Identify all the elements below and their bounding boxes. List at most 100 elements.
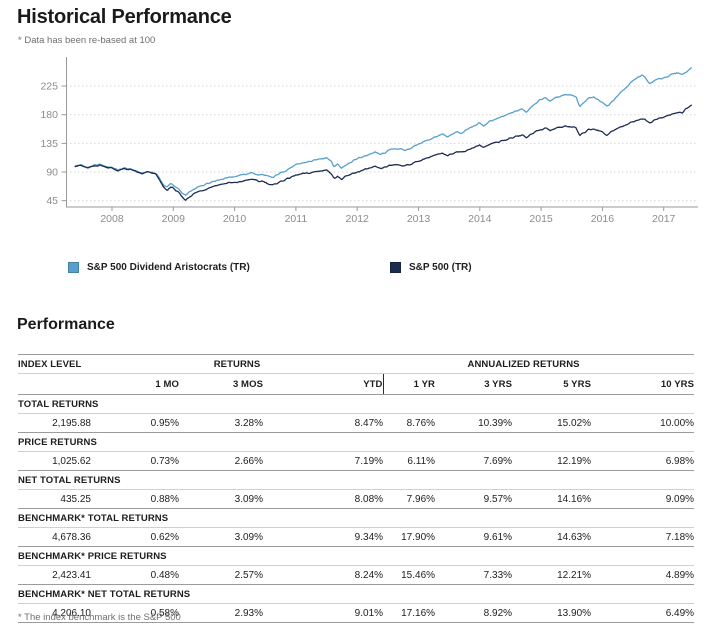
- return-value: 6.49%: [591, 603, 695, 623]
- return-value: 0.62%: [91, 527, 179, 547]
- table-row: NET TOTAL RETURNS: [18, 470, 695, 490]
- column-header-10-yrs: 10 YRS: [591, 373, 695, 395]
- return-value: 15.02%: [512, 413, 592, 433]
- index-level-value: 4,206.10: [18, 603, 91, 623]
- page-title: Historical Performance: [17, 6, 232, 28]
- return-value: 9.61%: [435, 527, 513, 547]
- empty-header-cell: [18, 373, 91, 395]
- return-value: 7.69%: [435, 451, 513, 471]
- return-value: 7.18%: [591, 527, 695, 547]
- return-value: 10.39%: [435, 413, 513, 433]
- table-row: BENCHMARK* NET TOTAL RETURNS: [18, 584, 695, 604]
- index-level-value: 2,423.41: [18, 565, 91, 585]
- x-axis-label: 2008: [100, 213, 124, 225]
- return-value: 7.96%: [383, 489, 436, 509]
- index-level-value: 2,195.88: [18, 413, 91, 433]
- return-value: 6.11%: [383, 451, 436, 471]
- y-axis-label: 135: [40, 138, 58, 150]
- column-header-1-mo: 1 MO: [91, 373, 179, 395]
- table-row: BENCHMARK* TOTAL RETURNS: [18, 508, 695, 528]
- sp500-series-swatch: [390, 262, 401, 273]
- row-label: BENCHMARK* PRICE RETURNS: [18, 546, 695, 566]
- aristocrats-line: [74, 67, 692, 196]
- return-value: 3.28%: [179, 413, 263, 433]
- return-value: 2.66%: [179, 451, 263, 471]
- x-axis-label: 2009: [162, 213, 186, 225]
- return-value: 9.57%: [435, 489, 513, 509]
- column-header-ytd: YTD: [263, 373, 384, 395]
- table-row: 435.25 0.88% 3.09% 8.08% 7.96% 9.57% 14.16% 9.0…: [18, 489, 695, 509]
- legend-item-aristocrats: S&P 500 Dividend Aristocrats (TR): [68, 262, 250, 273]
- table-row: PRICE RETURNS: [18, 432, 695, 452]
- return-value: 12.19%: [512, 451, 592, 471]
- index-level-header: INDEX LEVEL: [18, 354, 91, 374]
- column-header-3-mos: 3 MOS: [179, 373, 263, 395]
- return-value: 9.01%: [263, 603, 384, 623]
- return-value: 8.92%: [435, 603, 513, 623]
- performance-heading: Performance: [17, 316, 115, 333]
- benchmark-footnote: * The index benchmark is the S&P 500: [18, 612, 181, 623]
- y-axis-label: 90: [46, 167, 58, 179]
- row-label: BENCHMARK* NET TOTAL RETURNS: [18, 584, 695, 604]
- aristocrats-legend-label: S&P 500 Dividend Aristocrats (TR): [87, 262, 250, 273]
- x-axis-label: 2012: [346, 213, 370, 225]
- return-value: 3.09%: [179, 489, 263, 509]
- y-axis-label: 45: [46, 195, 58, 207]
- table-column-header-row: 1 MO 3 MOS YTD 1 YR 3 YRS 5 YRS 10 YRS: [18, 373, 695, 395]
- return-value: 8.47%: [263, 413, 384, 433]
- returns-group-header: RETURNS: [91, 354, 384, 374]
- return-value: 9.09%: [591, 489, 695, 509]
- x-axis-label: 2016: [591, 213, 615, 225]
- column-header-1-yr: 1 YR: [382, 373, 436, 395]
- column-header-5-yrs: 5 YRS: [512, 373, 592, 395]
- row-label: BENCHMARK* TOTAL RETURNS: [18, 508, 695, 528]
- row-label: NET TOTAL RETURNS: [18, 470, 695, 490]
- return-value: 15.46%: [383, 565, 436, 585]
- return-value: 17.90%: [383, 527, 436, 547]
- table-row: 4,678.36 0.62% 3.09% 9.34% 17.90% 9.61% 14.63%…: [18, 527, 695, 547]
- row-label: PRICE RETURNS: [18, 432, 695, 452]
- index-level-value: 435.25: [18, 489, 91, 509]
- table-row: 2,195.88 0.95% 3.28% 8.47% 8.76% 10.39% 15.02%…: [18, 413, 695, 433]
- performance-table: INDEX LEVEL RETURNS ANNUALIZED RETURNS 1…: [18, 354, 695, 623]
- return-value: 2.57%: [179, 565, 263, 585]
- return-value: 9.34%: [263, 527, 384, 547]
- table-group-header-row: INDEX LEVEL RETURNS ANNUALIZED RETURNS: [18, 354, 695, 374]
- x-axis-label: 2014: [468, 213, 492, 225]
- return-value: 17.16%: [383, 603, 436, 623]
- table-row: 4,206.10 0.58% 2.93% 9.01% 17.16% 8.92% 13.90%…: [18, 603, 695, 623]
- return-value: 14.63%: [512, 527, 592, 547]
- return-value: 10.00%: [591, 413, 695, 433]
- rebase-note: * Data has been re-based at 100: [18, 35, 156, 46]
- return-value: 0.58%: [91, 603, 179, 623]
- x-axis-label: 2011: [285, 213, 308, 225]
- return-value: 3.09%: [179, 527, 263, 547]
- return-value: 0.88%: [91, 489, 179, 509]
- return-value: 2.93%: [179, 603, 263, 623]
- x-axis-label: 2010: [223, 213, 247, 225]
- return-value: 0.73%: [91, 451, 179, 471]
- return-value: 14.16%: [512, 489, 592, 509]
- y-axis-label: 180: [40, 109, 58, 121]
- index-level-value: 4,678.36: [18, 527, 91, 547]
- annualized-returns-group-header: ANNUALIZED RETURNS: [383, 354, 695, 374]
- sp500-line: [74, 104, 692, 201]
- return-value: 8.76%: [383, 413, 436, 433]
- table-row: BENCHMARK* PRICE RETURNS: [18, 546, 695, 566]
- return-value: 0.48%: [91, 565, 179, 585]
- return-value: 7.19%: [263, 451, 384, 471]
- column-header-3-yrs: 3 YRS: [435, 373, 513, 395]
- x-axis-label: 2015: [529, 213, 553, 225]
- row-label: TOTAL RETURNS: [18, 394, 695, 414]
- y-axis-label: 225: [40, 81, 58, 93]
- table-row: 2,423.41 0.48% 2.57% 8.24% 15.46% 7.33% 12.21%…: [18, 565, 695, 585]
- x-axis-label: 2017: [652, 213, 676, 225]
- return-value: 13.90%: [512, 603, 592, 623]
- return-value: 6.98%: [591, 451, 695, 471]
- x-axis-label: 2013: [407, 213, 431, 225]
- return-value: 0.95%: [91, 413, 179, 433]
- index-level-value: 1,025.62: [18, 451, 91, 471]
- table-row: TOTAL RETURNS: [18, 394, 695, 414]
- return-value: 8.24%: [263, 565, 384, 585]
- return-value: 4.89%: [591, 565, 695, 585]
